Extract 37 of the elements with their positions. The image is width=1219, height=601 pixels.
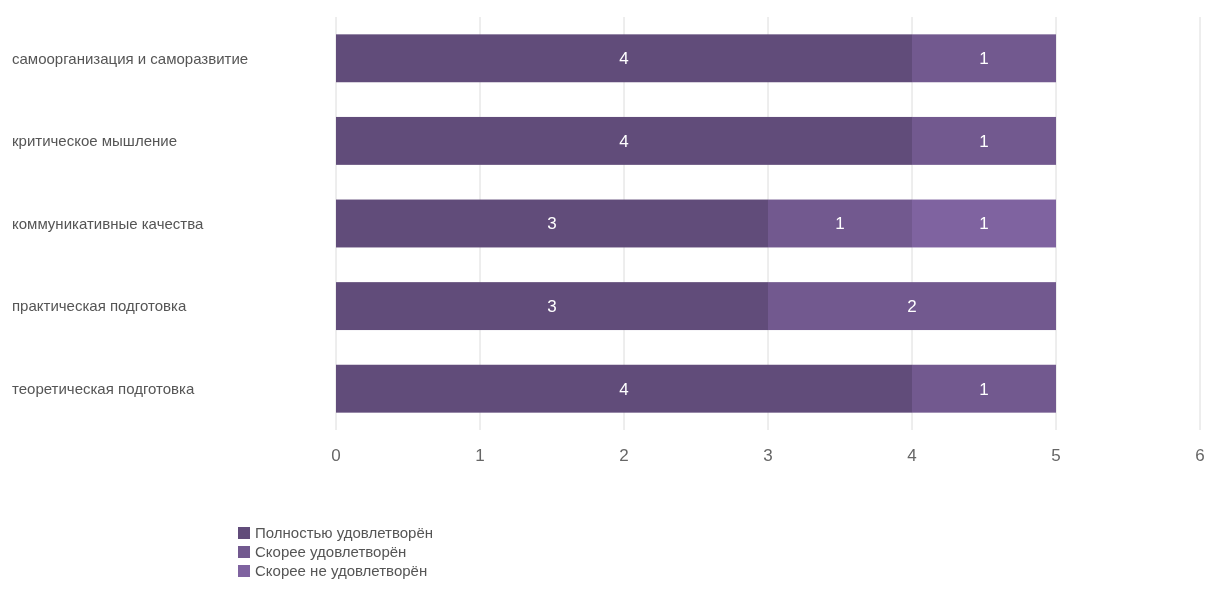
bar: [912, 364, 1056, 413]
data-label: 1: [979, 131, 989, 151]
y-tick-label: теоретическая подготовка: [12, 379, 195, 397]
x-tick-label: 1: [475, 445, 485, 465]
bar: [336, 116, 912, 165]
data-label: 2: [907, 297, 917, 317]
data-label: 1: [979, 379, 989, 399]
data-label: 4: [619, 379, 629, 399]
x-tick-label: 3: [763, 445, 773, 465]
x-tick-label: 4: [907, 445, 917, 465]
bar: [912, 116, 1056, 165]
y-tick-label: критическое мышление: [12, 132, 177, 150]
data-label: 3: [547, 297, 557, 317]
legend-label: Скорее не удовлетворён: [255, 562, 428, 580]
data-label: 1: [835, 214, 845, 234]
bar: [336, 364, 912, 413]
bar: [336, 199, 768, 248]
data-label: 4: [619, 131, 629, 151]
bar: [336, 34, 912, 83]
y-tick-label: коммуникативные качества: [12, 214, 204, 232]
x-tick-label: 5: [1051, 445, 1061, 465]
bar: [912, 34, 1056, 83]
legend-label: Полностью удовлетворён: [255, 524, 434, 542]
bar: [912, 199, 1056, 248]
bar: [768, 199, 912, 248]
x-tick-label: 6: [1195, 445, 1205, 465]
x-tick-label: 2: [619, 445, 629, 465]
bar: [768, 282, 1056, 331]
legend-label: Скорее удовлетворён: [255, 543, 407, 561]
bar: [336, 282, 768, 331]
data-label: 1: [979, 214, 989, 234]
y-tick-label: практическая подготовка: [12, 297, 187, 315]
y-tick-label: самоорганизация и саморазвитие: [12, 49, 249, 67]
data-label: 3: [547, 214, 557, 234]
data-label: 4: [619, 49, 629, 69]
data-label: 1: [979, 49, 989, 69]
x-tick-label: 0: [331, 445, 341, 465]
